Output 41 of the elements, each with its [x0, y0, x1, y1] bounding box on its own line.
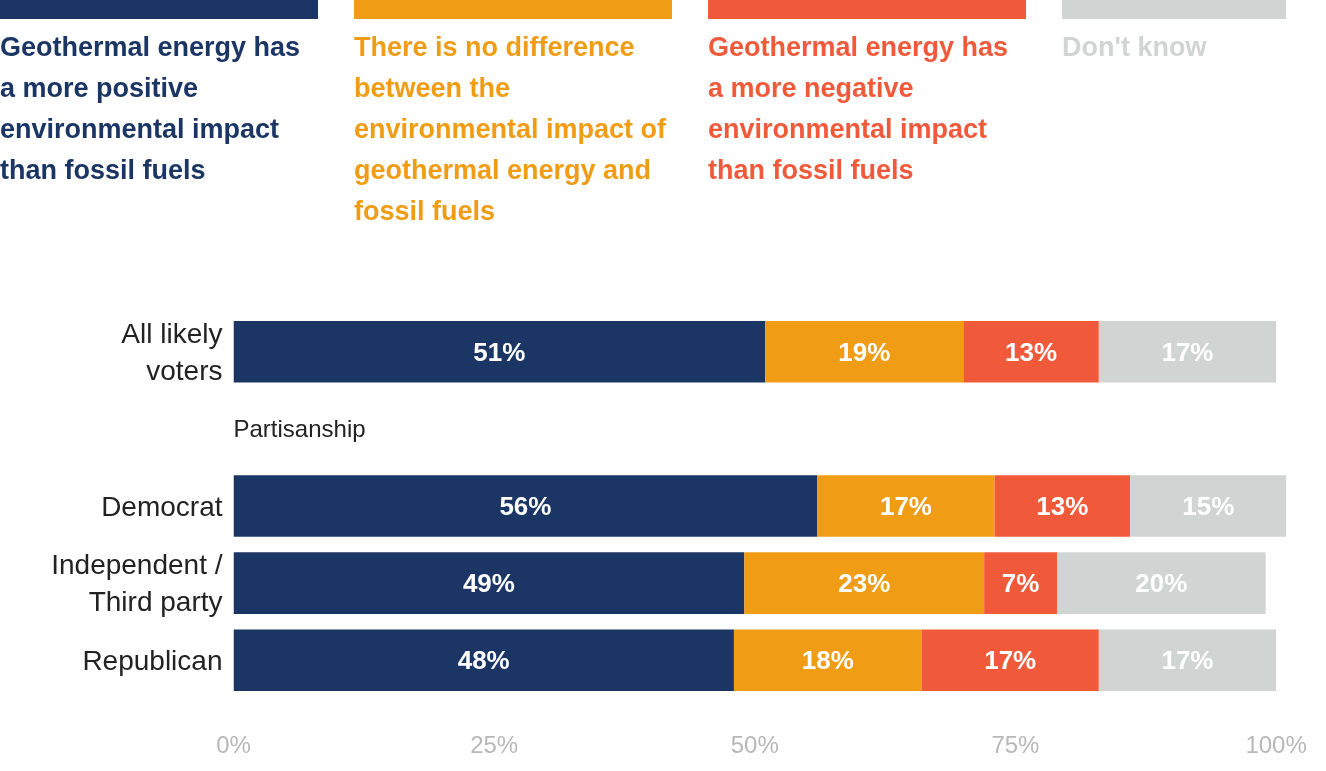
data-label: 48%	[457, 645, 510, 676]
text: Geothermal energy has a more negative environmental impact than fossil fuels	[708, 31, 1010, 187]
y-tick-label: Democrat	[101, 490, 223, 522]
data-label: 18%	[801, 645, 854, 676]
data-label: 23%	[838, 568, 891, 599]
data-label: 17%	[984, 645, 1037, 676]
y-tick-label: Independent / Third party	[51, 549, 223, 618]
data-label: 19%	[838, 336, 891, 367]
data-label: 56%	[499, 491, 552, 521]
bar	[1130, 475, 1287, 537]
bar	[963, 320, 1099, 383]
bar	[233, 552, 745, 614]
annotation: Partisanship	[233, 415, 366, 443]
y-tick-label: Republican	[82, 644, 223, 676]
bar	[984, 552, 1058, 614]
bar	[1057, 552, 1266, 614]
bar	[765, 320, 964, 383]
data-label: 49%	[462, 568, 515, 599]
bar	[994, 475, 1131, 537]
bar	[1098, 629, 1277, 692]
text: Geothermal energy has a more positive environmental impact than fossil fuels	[0, 31, 302, 187]
bar	[733, 629, 922, 692]
bar	[233, 320, 766, 383]
bar	[1098, 320, 1277, 383]
bar	[817, 475, 995, 537]
data-label: 17%	[879, 491, 932, 521]
x-tick-label: 100%	[1245, 730, 1307, 758]
y-tick-label: All likely voters	[121, 317, 223, 386]
x-tick-label: 25%	[470, 730, 519, 758]
x-tick-label: 0%	[216, 730, 251, 758]
bar	[233, 475, 818, 537]
bar	[233, 629, 734, 692]
data-label: 13%	[1036, 491, 1089, 521]
data-label: 7%	[1001, 568, 1040, 599]
bar	[921, 629, 1099, 692]
text: There is no difference between the environmental impact of geothermal energy and fossil fuels	[354, 31, 668, 228]
x-tick-label: 50%	[730, 730, 779, 758]
bar	[744, 552, 985, 614]
x-tick-label: 75%	[991, 730, 1040, 758]
data-label: 13%	[1005, 336, 1058, 367]
data-label: 51%	[473, 336, 526, 367]
